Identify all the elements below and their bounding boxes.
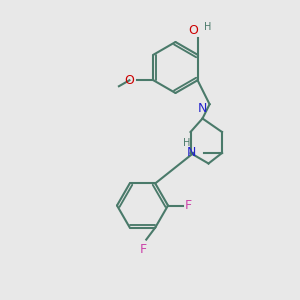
Text: H: H <box>183 139 190 148</box>
Text: N: N <box>198 103 207 116</box>
Text: F: F <box>140 243 147 256</box>
Text: O: O <box>188 24 198 37</box>
Text: F: F <box>184 199 192 212</box>
Text: O: O <box>124 74 134 87</box>
Text: H: H <box>204 22 211 32</box>
Text: N: N <box>187 146 196 160</box>
